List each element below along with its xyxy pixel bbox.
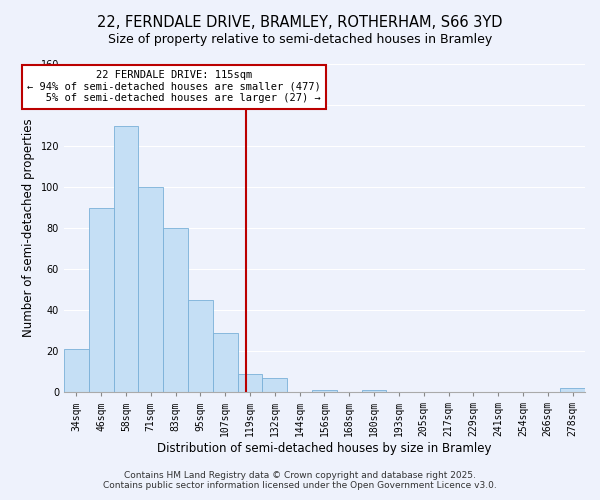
Bar (89, 208, 113, 392)
Bar (213, 332, 238, 392)
Bar (64, 349, 89, 392)
Bar (113, 126, 139, 392)
Text: 22 FERNDALE DRIVE: 115sqm
← 94% of semi-detached houses are smaller (477)
   5% : 22 FERNDALE DRIVE: 115sqm ← 94% of semi-… (27, 70, 320, 103)
Bar (188, 300, 213, 392)
Text: 22, FERNDALE DRIVE, BRAMLEY, ROTHERHAM, S66 3YD: 22, FERNDALE DRIVE, BRAMLEY, ROTHERHAM, … (97, 15, 503, 30)
Text: Size of property relative to semi-detached houses in Bramley: Size of property relative to semi-detach… (108, 32, 492, 46)
Bar (560, 388, 585, 392)
X-axis label: Distribution of semi-detached houses by size in Bramley: Distribution of semi-detached houses by … (157, 442, 491, 455)
Bar (139, 187, 163, 392)
Y-axis label: Number of semi-detached properties: Number of semi-detached properties (22, 119, 35, 338)
Bar (238, 374, 262, 392)
Bar (262, 378, 287, 392)
Bar (312, 390, 337, 392)
Text: Contains HM Land Registry data © Crown copyright and database right 2025.
Contai: Contains HM Land Registry data © Crown c… (103, 470, 497, 490)
Bar (362, 390, 386, 392)
Bar (163, 228, 188, 392)
